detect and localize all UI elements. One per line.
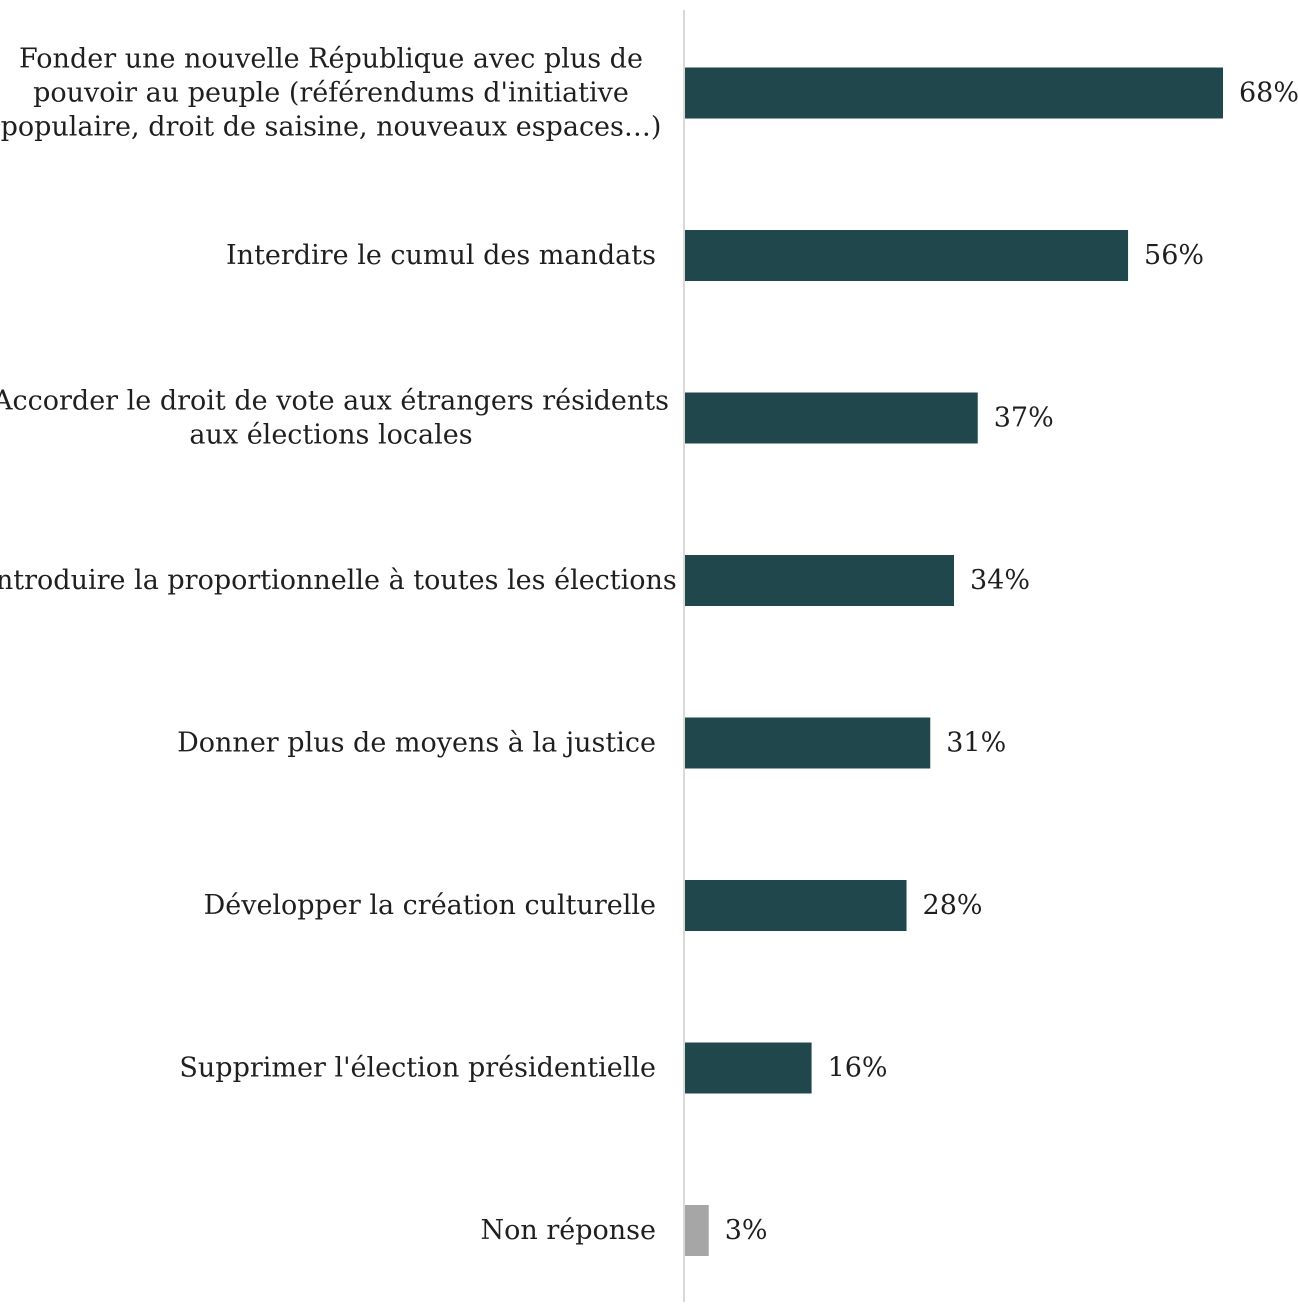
value-label-2: 56% bbox=[1144, 240, 1204, 271]
bar-2 bbox=[685, 230, 1129, 281]
category-label-line: aux élections locales bbox=[189, 420, 472, 451]
category-label-4: Introduire la proportionnelle à toutes l… bbox=[0, 565, 677, 596]
category-label-3: Accorder le droit de vote aux étrangers … bbox=[0, 386, 669, 451]
bar-7 bbox=[685, 1042, 812, 1094]
bar-3 bbox=[685, 392, 978, 444]
category-label-line: Accorder le droit de vote aux étrangers … bbox=[0, 386, 669, 417]
value-label-6: 28% bbox=[923, 890, 983, 921]
bar-6 bbox=[685, 880, 907, 931]
category-label-line: Supprimer l'élection présidentielle bbox=[179, 1053, 656, 1084]
category-label-line: populaire, droit de saisine, nouveaux es… bbox=[1, 112, 662, 143]
category-label-1: Fonder une nouvelle République avec plus… bbox=[1, 44, 662, 143]
value-label-3: 37% bbox=[994, 403, 1054, 434]
category-label-2: Interdire le cumul des mandats bbox=[226, 240, 656, 271]
category-label-6: Développer la création culturelle bbox=[204, 890, 656, 921]
bar-4 bbox=[685, 555, 954, 606]
category-label-line: Donner plus de moyens à la justice bbox=[177, 728, 656, 759]
value-label-7: 16% bbox=[828, 1053, 888, 1084]
category-label-7: Supprimer l'élection présidentielle bbox=[179, 1053, 656, 1084]
labels-layer: 68% Fonder une nouvelle République avec p… bbox=[0, 44, 1298, 1247]
value-label-1: 68% bbox=[1239, 78, 1298, 109]
category-label-line: Introduire la proportionnelle à toutes l… bbox=[0, 565, 677, 596]
category-label-5: Donner plus de moyens à la justice bbox=[177, 728, 656, 759]
bar-8 bbox=[685, 1205, 709, 1256]
category-label-line: Interdire le cumul des mandats bbox=[226, 240, 656, 271]
bar-5 bbox=[685, 717, 931, 769]
value-label-8: 3% bbox=[725, 1215, 768, 1246]
value-label-5: 31% bbox=[946, 728, 1006, 759]
category-label-8: Non réponse bbox=[481, 1215, 657, 1246]
value-label-4: 34% bbox=[970, 565, 1030, 596]
category-label-line: Non réponse bbox=[481, 1215, 657, 1246]
category-label-line: Développer la création culturelle bbox=[204, 890, 656, 921]
category-label-line: Fonder une nouvelle République avec plus… bbox=[19, 44, 643, 75]
bars-layer bbox=[685, 67, 1223, 1256]
bar-1 bbox=[685, 67, 1223, 119]
category-label-line: pouvoir au peuple (référendums d'initiat… bbox=[33, 78, 629, 109]
